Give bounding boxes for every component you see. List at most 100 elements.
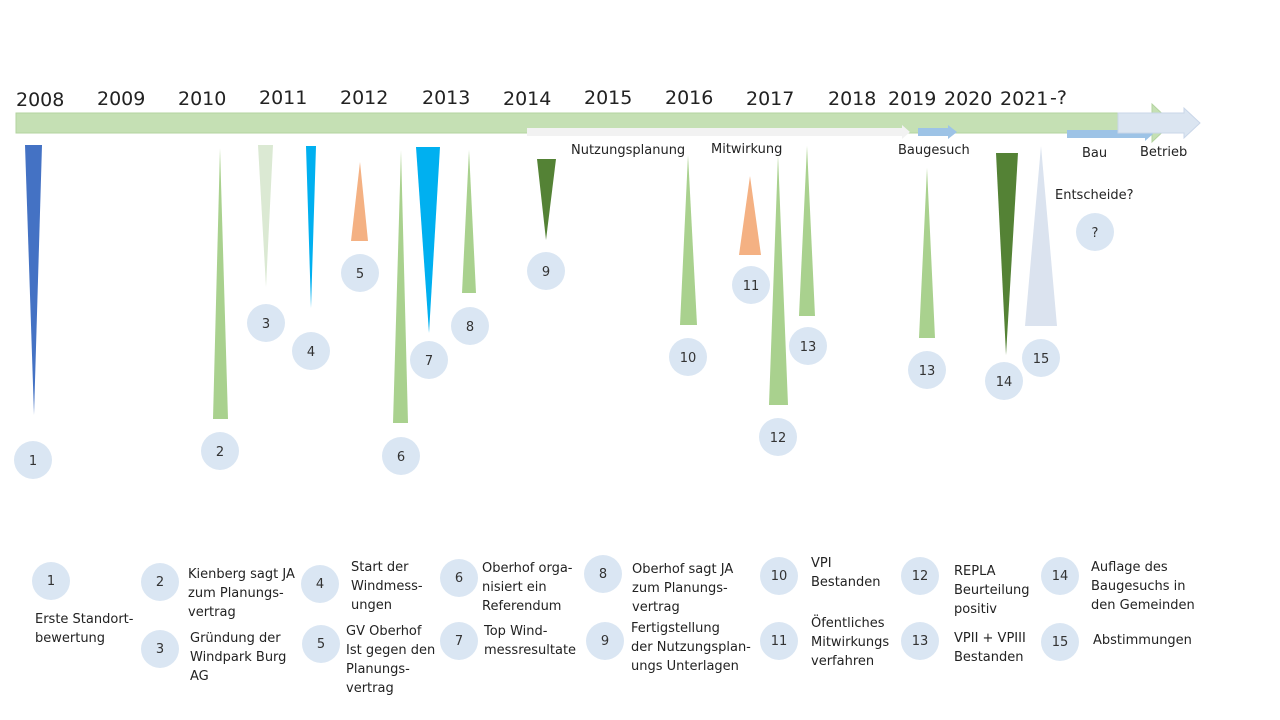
legend-text-11: Öfentliches Mitwirkungs verfahren (811, 616, 890, 669)
year-2018: 2018 (828, 88, 876, 110)
legend-circle-3: 3 (141, 630, 179, 668)
year-2019: 2019 (888, 88, 936, 110)
event-circle-11-label: 11 (743, 279, 760, 294)
legend-circle-4: 4 (301, 565, 339, 603)
event-circle-8-label: 8 (466, 320, 474, 335)
year-2009: 2009 (97, 88, 145, 110)
event-circle-13b-label: 13 (919, 364, 936, 379)
event-wedge-13a (799, 146, 815, 316)
event-circle-1-label: 1 (29, 454, 37, 469)
legend-text-4: Start der Windmess- ungen (351, 560, 423, 613)
event-circle-10: 10 (669, 338, 707, 376)
legend-circle-7: 7 (440, 622, 478, 660)
event-wedge-3 (258, 145, 273, 287)
legend-circle-10: 10 (760, 557, 798, 595)
event-circle-10-label: 10 (680, 351, 697, 366)
event-wedge-4 (306, 146, 316, 308)
legend-text-1: Erste Standort- bewertung (35, 612, 134, 646)
legend-text-9: Fertigstellung der Nutzungsplan- ungs Un… (631, 621, 751, 674)
event-circle-14: 14 (985, 362, 1023, 400)
year-2008: 2008 (16, 89, 64, 111)
year-2016: 2016 (665, 87, 713, 109)
event-circle-2: 2 (201, 432, 239, 470)
legend-text-2: Kienberg sagt JA zum Planungs- vertrag (188, 567, 295, 620)
event-circle-3-label: 3 (262, 317, 270, 332)
year-2014: 2014 (503, 88, 551, 110)
event-wedge-15 (1025, 146, 1057, 326)
event-circle-15-label: 15 (1033, 352, 1050, 367)
legend-text-5: GV Oberhof Ist gegen den Planungs- vertr… (346, 624, 436, 696)
event-wedge-11 (739, 176, 761, 255)
event-wedge-9 (537, 159, 556, 240)
event-circle-4: 4 (292, 332, 330, 370)
event-circle-8: 8 (451, 307, 489, 345)
year-labels: 2008 2009 2010 2011 2012 2013 2014 2015 … (16, 87, 1067, 111)
event-wedge-2 (213, 148, 228, 419)
year-2015: 2015 (584, 87, 632, 109)
year-2011: 2011 (259, 87, 307, 109)
phase-arrow-nutzungsplanung (527, 125, 910, 139)
year-2021: 2021 (1000, 88, 1048, 110)
event-circle-12-label: 12 (770, 431, 787, 446)
legend-circle-8: 8 (584, 555, 622, 593)
event-circle-1: 1 (14, 441, 52, 479)
legend-text-8: Oberhof sagt JA zum Planungs- vertrag (632, 562, 734, 615)
event-circle-13a-label: 13 (800, 340, 817, 355)
year-2020: 2020 (944, 88, 992, 110)
legend-text-7: Top Wind- messresultate (484, 624, 577, 658)
event-circle-9: 9 (527, 252, 565, 290)
event-wedge-6 (393, 150, 408, 423)
legend-circle-14: 14 (1041, 557, 1079, 595)
event-circle-5: 5 (341, 254, 379, 292)
legend-text-14: Auflage des Baugesuchs in den Gemeinden (1091, 560, 1195, 613)
legend-text-15: Abstimmungen (1093, 633, 1192, 648)
legend-text-3: Gründung der Windpark Burg AG (190, 631, 287, 684)
event-circle-question: ? (1076, 213, 1114, 251)
event-wedge-10 (680, 155, 697, 325)
event-circle-9-label: 9 (542, 265, 550, 280)
event-wedge-5 (351, 162, 368, 241)
phase-label-baugesuch: Baugesuch (898, 143, 970, 158)
event-wedge-13b (919, 168, 935, 338)
legend-circle-5: 5 (302, 625, 340, 663)
event-circle-7-label: 7 (425, 354, 433, 369)
phase-label-bau: Bau (1082, 146, 1107, 161)
event-wedge-7 (416, 147, 440, 333)
event-circle-5-label: 5 (356, 267, 364, 282)
legend-text-12: REPLA Beurteilung positiv (954, 564, 1030, 617)
year-2017: 2017 (746, 88, 794, 110)
legend-circle-15: 15 (1041, 623, 1079, 661)
legend-text-10: VPI Bestanden (811, 556, 881, 590)
event-circle-6-label: 6 (397, 450, 405, 465)
phase-arrow-baugesuch (918, 125, 957, 139)
year-2010: 2010 (178, 88, 226, 110)
event-circle-4-label: 4 (307, 345, 315, 360)
event-circle-13b: 13 (908, 351, 946, 389)
event-wedge-14 (996, 153, 1018, 355)
year-open: -? (1050, 87, 1067, 109)
event-circle-3: 3 (247, 304, 285, 342)
event-wedge-8 (462, 150, 476, 293)
event-circle-question-label: ? (1092, 226, 1099, 241)
phase-label-nutzungsplanung: Nutzungsplanung (571, 143, 685, 158)
year-2013: 2013 (422, 87, 470, 109)
legend-text-13: VPII + VPIII Bestanden (954, 631, 1026, 665)
legend-circle-12: 12 (901, 557, 939, 595)
event-circles: 1 2 3 4 5 6 7 8 9 10 11 12 13 13 14 15 ? (14, 213, 1114, 479)
event-wedge-1 (25, 145, 42, 415)
phase-arrow-betrieb (1117, 106, 1201, 140)
event-circle-7: 7 (410, 341, 448, 379)
event-circle-15: 15 (1022, 339, 1060, 377)
legend-circle-1: 1 (32, 562, 70, 600)
label-entscheide: Entscheide? (1055, 188, 1133, 203)
event-wedges (25, 145, 1057, 423)
phase-label-betrieb: Betrieb (1140, 145, 1187, 160)
event-wedge-12 (769, 155, 788, 405)
phase-label-mitwirkung: Mitwirkung (711, 142, 782, 157)
event-circle-2-label: 2 (216, 445, 224, 460)
year-2012: 2012 (340, 87, 388, 109)
legend-text-6: Oberhof orga- nisiert ein Referendum (482, 561, 573, 614)
legend-circle-9: 9 (586, 622, 624, 660)
event-circle-11: 11 (732, 266, 770, 304)
